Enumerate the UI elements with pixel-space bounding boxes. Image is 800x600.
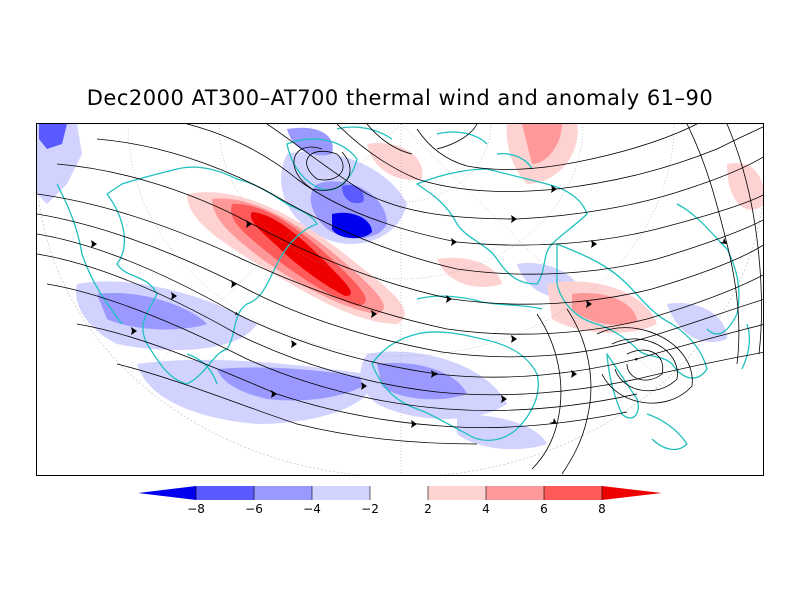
coast-europe xyxy=(416,168,588,285)
streamline xyxy=(561,308,592,475)
arrow xyxy=(551,185,557,193)
coast-north-america xyxy=(106,166,318,385)
anomaly-blue-northwest-core xyxy=(39,124,67,149)
graticule xyxy=(127,124,675,475)
arrow xyxy=(361,382,367,390)
streamline xyxy=(596,327,693,404)
colorbar-swatch xyxy=(544,486,602,500)
arrow xyxy=(451,238,457,246)
coast-southeast-asia xyxy=(646,413,688,451)
wind-arrows xyxy=(91,185,727,428)
arrow xyxy=(501,395,507,403)
arrow xyxy=(446,295,452,303)
streamline xyxy=(37,253,763,396)
streamline xyxy=(116,363,478,445)
colorbar-label: −2 xyxy=(361,502,379,516)
anomaly-blue-atlantic-core2 xyxy=(342,184,364,204)
streamline xyxy=(56,163,763,305)
streamline xyxy=(46,283,638,411)
map-title: Dec2000 AT300–AT700 thermal wind and ano… xyxy=(86,86,714,110)
coast-japan xyxy=(741,323,751,370)
colorbar-swatch xyxy=(196,486,254,500)
arrow xyxy=(371,310,377,318)
colorbar-label: −4 xyxy=(303,502,321,516)
arrow xyxy=(171,292,177,300)
arrow xyxy=(549,418,557,424)
coast-west-north-america xyxy=(56,183,123,325)
colorbar-arrow-left xyxy=(138,486,196,500)
arrow xyxy=(511,335,517,343)
anomaly-red-band-core xyxy=(250,212,351,296)
colorbar-swatch xyxy=(312,486,370,500)
streamline xyxy=(37,233,763,378)
streamline xyxy=(37,193,763,335)
arrow xyxy=(131,327,137,335)
streamline xyxy=(37,213,763,358)
thermal-wind-streamlines xyxy=(37,124,763,475)
anomaly-red-far-east xyxy=(727,163,763,210)
anomaly-red-arctic xyxy=(367,143,423,180)
colorbar-label: −6 xyxy=(245,502,263,516)
streamline xyxy=(611,338,678,392)
anomaly-blue-atlantic-core xyxy=(332,212,372,239)
arrow xyxy=(411,420,417,428)
streamline xyxy=(626,349,664,381)
anomaly-red-northeast-mid xyxy=(522,124,562,164)
streamline xyxy=(531,313,562,470)
colorbar-swatch xyxy=(254,486,312,500)
arrow xyxy=(591,240,597,248)
coast-india xyxy=(606,353,639,419)
coast-arctic-islands xyxy=(336,126,533,170)
anomaly-red-mideast xyxy=(437,257,502,287)
colorbar-label: 2 xyxy=(424,502,432,516)
arrow xyxy=(271,390,277,398)
streamline xyxy=(293,146,351,191)
arrow xyxy=(586,300,592,308)
streamline xyxy=(726,124,762,355)
streamline xyxy=(96,138,763,275)
colorbar-swatch xyxy=(428,486,486,500)
arrow xyxy=(571,370,577,378)
colorbar-label: −8 xyxy=(187,502,205,516)
arrow xyxy=(291,340,297,348)
map-panel xyxy=(36,123,764,476)
coast-gulf xyxy=(186,353,218,385)
anomaly-blue-pacific-south-mid xyxy=(217,367,372,401)
colorbar-swatch xyxy=(486,486,544,500)
colorbar-label: 6 xyxy=(540,502,548,516)
arrow xyxy=(719,238,727,244)
streamline xyxy=(416,124,698,170)
arrow xyxy=(91,240,97,248)
arrow xyxy=(231,280,237,288)
arrow xyxy=(511,215,517,223)
streamline xyxy=(306,150,344,181)
arrow xyxy=(246,220,252,228)
streamline xyxy=(366,124,478,155)
anomaly-blue-pacific-west-mid xyxy=(97,293,207,330)
anomaly-blue-south-east xyxy=(457,414,547,450)
colorbar-label: 4 xyxy=(482,502,490,516)
coast-east-asia xyxy=(676,203,740,335)
colorbar-arrow-right xyxy=(602,486,662,500)
streamline xyxy=(76,323,628,429)
colorbar-swatch xyxy=(370,486,428,500)
colorbar-label: 8 xyxy=(598,502,606,516)
arrow xyxy=(431,370,437,378)
